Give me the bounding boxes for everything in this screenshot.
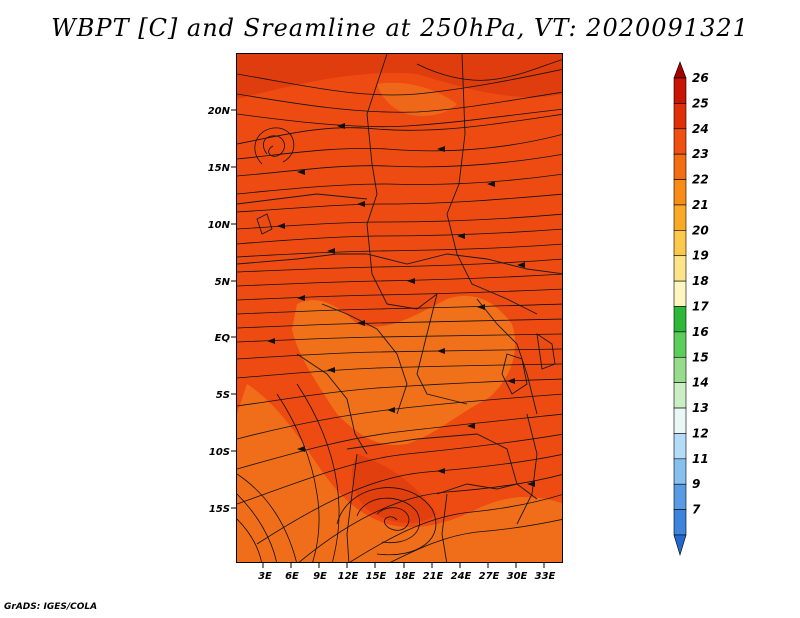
- lon-label: 9E: [313, 571, 327, 582]
- colorbar-label: 9: [692, 477, 700, 491]
- colorbar-label: 11: [692, 452, 709, 466]
- colorbar-label: 12: [692, 426, 709, 440]
- colorbar-label: 24: [692, 122, 709, 136]
- lon-label: 33E: [535, 571, 556, 582]
- colorbar-swatch: [673, 230, 687, 257]
- colorbar-swatch: [673, 331, 687, 358]
- colorbar-label: 26: [692, 71, 709, 85]
- lon-label: 24E: [451, 571, 472, 582]
- lon-label: 27E: [479, 571, 500, 582]
- wbpt-light-region: [292, 295, 516, 445]
- lat-label: 15N: [208, 163, 231, 174]
- lat-label: 10N: [208, 220, 231, 231]
- lat-label: 15S: [209, 504, 230, 515]
- wbpt-dark-region: [351, 454, 437, 524]
- colorbar-swatch: [673, 458, 687, 485]
- lon-label: 3E: [258, 571, 272, 582]
- colorbar-swatch: [673, 382, 687, 409]
- colorbar-swatch: [673, 179, 687, 206]
- colorbar-top-arrow: [673, 61, 687, 79]
- lon-label: 6E: [285, 571, 299, 582]
- colorbar-label: 13: [692, 401, 709, 415]
- colorbar-swatch: [673, 356, 687, 383]
- colorbar-label: 20: [692, 223, 709, 237]
- lon-label: 18E: [395, 571, 416, 582]
- map-panel: [236, 53, 563, 563]
- lat-label: 5N: [215, 277, 231, 288]
- colorbar-swatch: [673, 128, 687, 155]
- colorbar-swatch: [673, 306, 687, 333]
- wbpt-map: [237, 54, 562, 562]
- colorbar-swatch: [673, 433, 687, 460]
- credit-label: GrADS: IGES/COLA: [4, 602, 98, 612]
- wbpt-light-region: [237, 384, 562, 562]
- colorbar-label: 21: [692, 198, 709, 212]
- lat-label: 5S: [216, 390, 230, 401]
- colorbar-swatch: [673, 483, 687, 510]
- colorbar-label: 23: [692, 147, 709, 161]
- lat-label: EQ: [215, 333, 231, 344]
- colorbar-bottom-arrow: [673, 534, 687, 557]
- lon-label: 15E: [366, 571, 387, 582]
- streamline-arrows: [267, 123, 535, 487]
- colorbar-label: 16: [692, 325, 709, 339]
- lat-label: 20N: [208, 106, 231, 117]
- colorbar-label: 19: [692, 249, 709, 263]
- lat-label: 10S: [209, 447, 230, 458]
- wbpt-dark-region: [237, 54, 562, 99]
- colorbar-swatch: [673, 103, 687, 130]
- colorbar-swatch: [673, 204, 687, 231]
- colorbar-label: 17: [692, 300, 709, 314]
- colorbar-swatch: [673, 255, 687, 282]
- chart-title: WBPT [C] and Sreamline at 250hPa, VT: 20…: [51, 14, 749, 42]
- lon-label: 21E: [423, 571, 444, 582]
- colorbar-labels: 26 25 24 23 22 21 20 19 18 17 16 15 14 13 12 11 9 7: [692, 71, 709, 517]
- colorbar: 26 25 24 23 22 21 20 19 18 17 16 15 14 13 12 11 9 7: [673, 61, 709, 557]
- colorbar-label: 18: [692, 274, 709, 288]
- colorbar-swatch: [673, 77, 687, 104]
- colorbar-label: 15: [692, 350, 709, 364]
- colorbar-swatches: [673, 61, 687, 557]
- colorbar-label: 7: [692, 503, 701, 517]
- wbpt-light-region: [377, 82, 457, 116]
- colorbar-swatch: [673, 509, 687, 536]
- colorbar-swatch: [673, 280, 687, 307]
- streamlines: [237, 59, 562, 562]
- lon-label: 12E: [338, 571, 359, 582]
- colorbar-label: 22: [692, 173, 709, 187]
- colorbar-swatch: [673, 153, 687, 180]
- lon-label: 30E: [507, 571, 528, 582]
- colorbar-label: 25: [692, 96, 709, 110]
- lon-ticks: [262, 563, 545, 568]
- colorbar-label: 14: [692, 376, 709, 390]
- colorbar-swatch: [673, 407, 687, 434]
